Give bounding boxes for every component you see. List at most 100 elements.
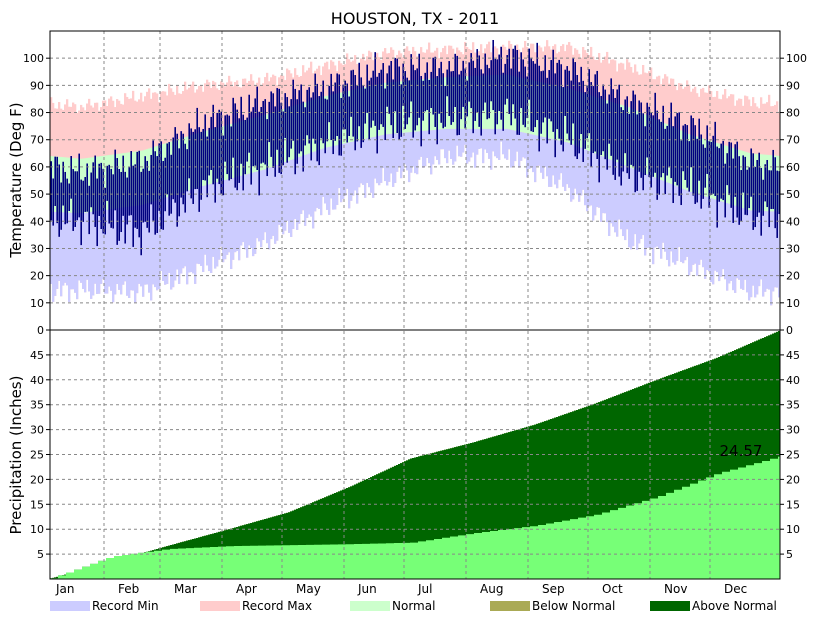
record-min-bar [292, 159, 295, 230]
record-min-bar [194, 188, 197, 284]
record-min-bar [666, 182, 669, 260]
observed-bar [598, 92, 600, 183]
record-min-bar [162, 198, 165, 281]
observed-bar [502, 72, 504, 131]
record-min-bar [768, 211, 771, 290]
temp-tick-label-left: 0 [37, 324, 44, 337]
normal-bar [386, 82, 389, 135]
temp-tick-label-left: 70 [30, 134, 44, 147]
record-min-bar [610, 159, 613, 224]
observed-bar [266, 119, 268, 177]
record-min-bar [618, 162, 621, 220]
observed-bar [646, 102, 648, 158]
record-min-bar [478, 128, 481, 149]
observed-bar [460, 70, 462, 120]
record-min-bar [308, 153, 311, 215]
observed-bar [618, 84, 620, 177]
record-min-bar [756, 210, 759, 295]
record-min-bar [96, 211, 99, 294]
record-min-bar [546, 137, 549, 177]
observed-bar [188, 123, 190, 179]
record-min-bar [544, 137, 547, 167]
record-min-bar [696, 193, 699, 276]
record-min-bar [328, 146, 331, 215]
record-min-bar [300, 156, 303, 214]
record-min-bar [496, 128, 499, 159]
observed-bar [176, 133, 178, 227]
record-min-bar [250, 173, 253, 249]
observed-bar [102, 168, 104, 234]
record-min-bar [108, 209, 111, 287]
record-min-bar [156, 200, 159, 291]
observed-bar [730, 142, 732, 208]
observed-bar [532, 61, 534, 132]
record-min-bar [660, 179, 663, 259]
observed-bar [114, 149, 116, 211]
record-min-bar [168, 196, 171, 273]
observed-bar [492, 39, 494, 111]
observed-bar [326, 99, 328, 142]
observed-bar [366, 64, 368, 113]
record-min-bar [312, 152, 315, 229]
observed-bar [226, 114, 228, 175]
observed-bar [498, 54, 500, 111]
temp-tick-label-left: 20 [30, 270, 44, 283]
observed-bar [286, 97, 288, 163]
observed-bar [178, 148, 180, 217]
month-label: Jan [55, 582, 75, 596]
observed-bar [488, 68, 490, 119]
record-min-bar [380, 135, 383, 183]
observed-bar [388, 65, 390, 114]
record-min-bar [402, 132, 405, 172]
record-min-bar [492, 128, 495, 152]
record-min-bar [178, 193, 181, 284]
record-min-bar [552, 139, 555, 176]
observed-bar [200, 131, 202, 200]
record-min-bar [638, 170, 641, 244]
observed-bar [94, 155, 96, 227]
precip-tick-label-left: 15 [30, 498, 44, 511]
observed-bar [280, 102, 282, 175]
record-min-bar [558, 140, 561, 180]
observed-bar [690, 115, 692, 168]
record-min-bar [636, 170, 639, 250]
record-min-bar [56, 212, 59, 289]
record-min-bar [326, 147, 329, 210]
observed-bar [336, 73, 338, 137]
observed-bar [284, 93, 286, 138]
record-min-bar [572, 144, 575, 200]
record-min-bar [258, 170, 261, 242]
observed-bar [536, 42, 538, 121]
legend: Record Min Record Max Normal Below Normal Ab… [50, 599, 777, 613]
observed-bar [552, 49, 554, 132]
observed-bar [162, 161, 164, 230]
record-min-bar [74, 212, 77, 293]
observed-bar [292, 79, 294, 141]
observed-bar [758, 152, 760, 213]
record-min-bar [438, 129, 441, 165]
observed-bar [394, 57, 396, 112]
record-min-bar [698, 194, 701, 265]
record-min-bar [160, 199, 163, 271]
observed-bar [338, 74, 340, 156]
record-min-bar [470, 128, 473, 158]
record-min-bar [376, 136, 379, 184]
record-min-bar [58, 212, 61, 281]
observed-bar [72, 169, 74, 231]
record-min-bar [170, 195, 173, 290]
record-min-bar [684, 189, 687, 261]
observed-bar [774, 157, 776, 229]
observed-bar [694, 125, 696, 204]
temperature-axis-label: Temperature (Deg F) [7, 102, 25, 258]
observed-bar [300, 84, 302, 152]
normal-bar [88, 157, 91, 213]
observed-bar [654, 92, 656, 173]
observed-bar [640, 102, 642, 178]
month-label: Dec [724, 582, 747, 596]
observed-bar [184, 143, 186, 213]
chart-title: HOUSTON, TX - 2011 [331, 9, 499, 28]
observed-bar [762, 179, 764, 216]
observed-bar [174, 127, 176, 203]
observed-bar [250, 111, 252, 185]
observed-bar [500, 46, 502, 120]
